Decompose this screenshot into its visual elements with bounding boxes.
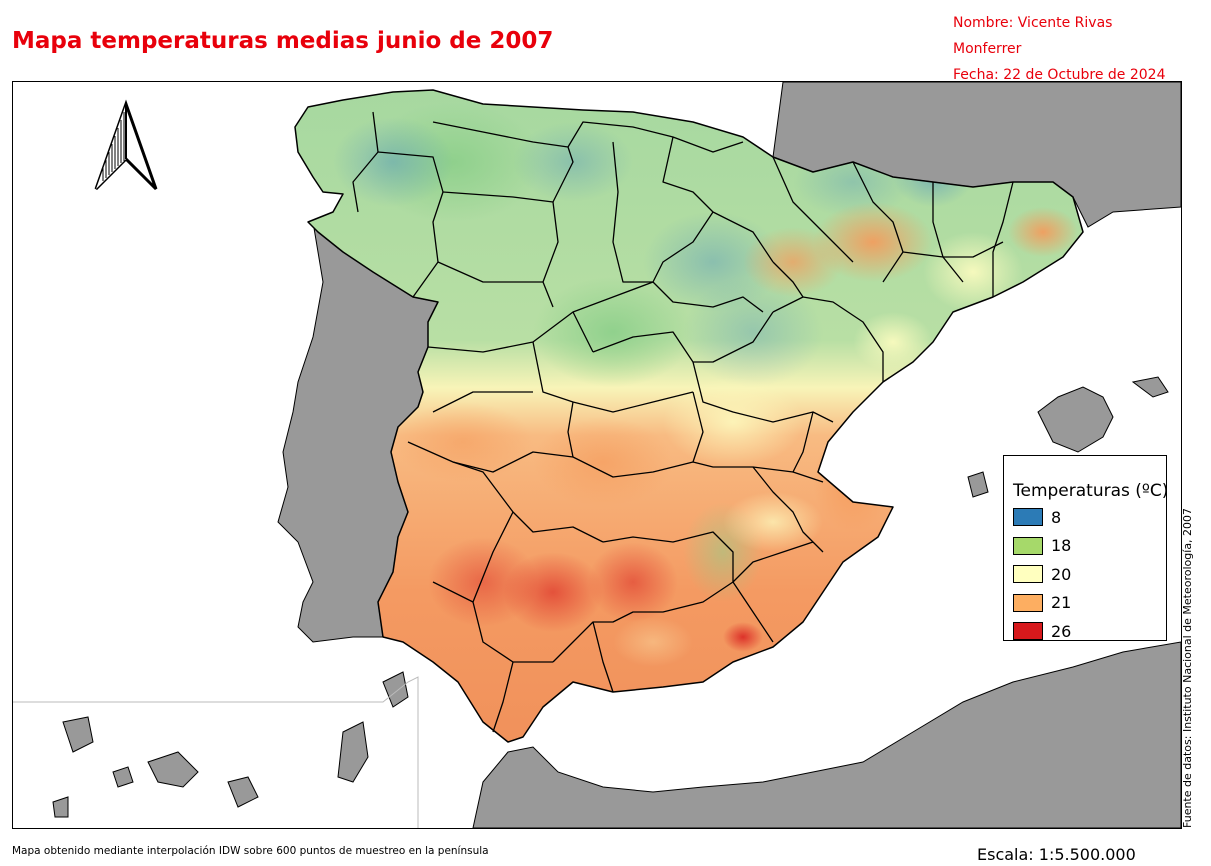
legend-item: 8 [1013, 507, 1061, 527]
north-arrow-icon [94, 99, 158, 191]
legend-swatch [1013, 593, 1043, 612]
author-date: Fecha: 22 de Octubre de 2024 [953, 67, 1166, 83]
data-source: Fuente de datos: Instituto Nacional de M… [1181, 507, 1194, 828]
legend-label: 18 [1051, 536, 1072, 555]
legend-swatch [1013, 622, 1043, 640]
legend-label: 8 [1051, 507, 1062, 527]
legend-swatch [1013, 508, 1043, 526]
scale-label: Escala: 1:5.500.000 [977, 845, 1136, 864]
author-block: Nombre: Vicente Rivas Monferrer Fecha: 2… [953, 10, 1175, 88]
legend: Temperaturas (ºC) 8 18 20 21 26 [1003, 455, 1169, 641]
legend-item: 18 [1013, 536, 1071, 556]
map-title: Mapa temperaturas medias junio de 2007 [12, 28, 554, 54]
province-borders [294, 89, 1084, 743]
canary-inset [13, 676, 419, 828]
legend-label: 21 [1051, 593, 1072, 612]
legend-label: 26 [1051, 621, 1072, 641]
legend-item: 21 [1013, 593, 1071, 613]
legend-item: 20 [1013, 564, 1071, 584]
neighbor-land [52, 82, 1181, 828]
method-footnote: Mapa obtenido mediante interpolación IDW… [12, 845, 489, 857]
legend-swatch [1013, 536, 1043, 555]
legend-label: 20 [1051, 564, 1072, 584]
map-frame [12, 81, 1182, 829]
map-canvas [13, 82, 1181, 828]
legend-title: Temperaturas (ºC) [1013, 481, 1169, 501]
legend-swatch [1013, 565, 1043, 583]
author-name: Nombre: Vicente Rivas Monferrer [953, 15, 1113, 57]
legend-item: 26 [1013, 621, 1071, 641]
